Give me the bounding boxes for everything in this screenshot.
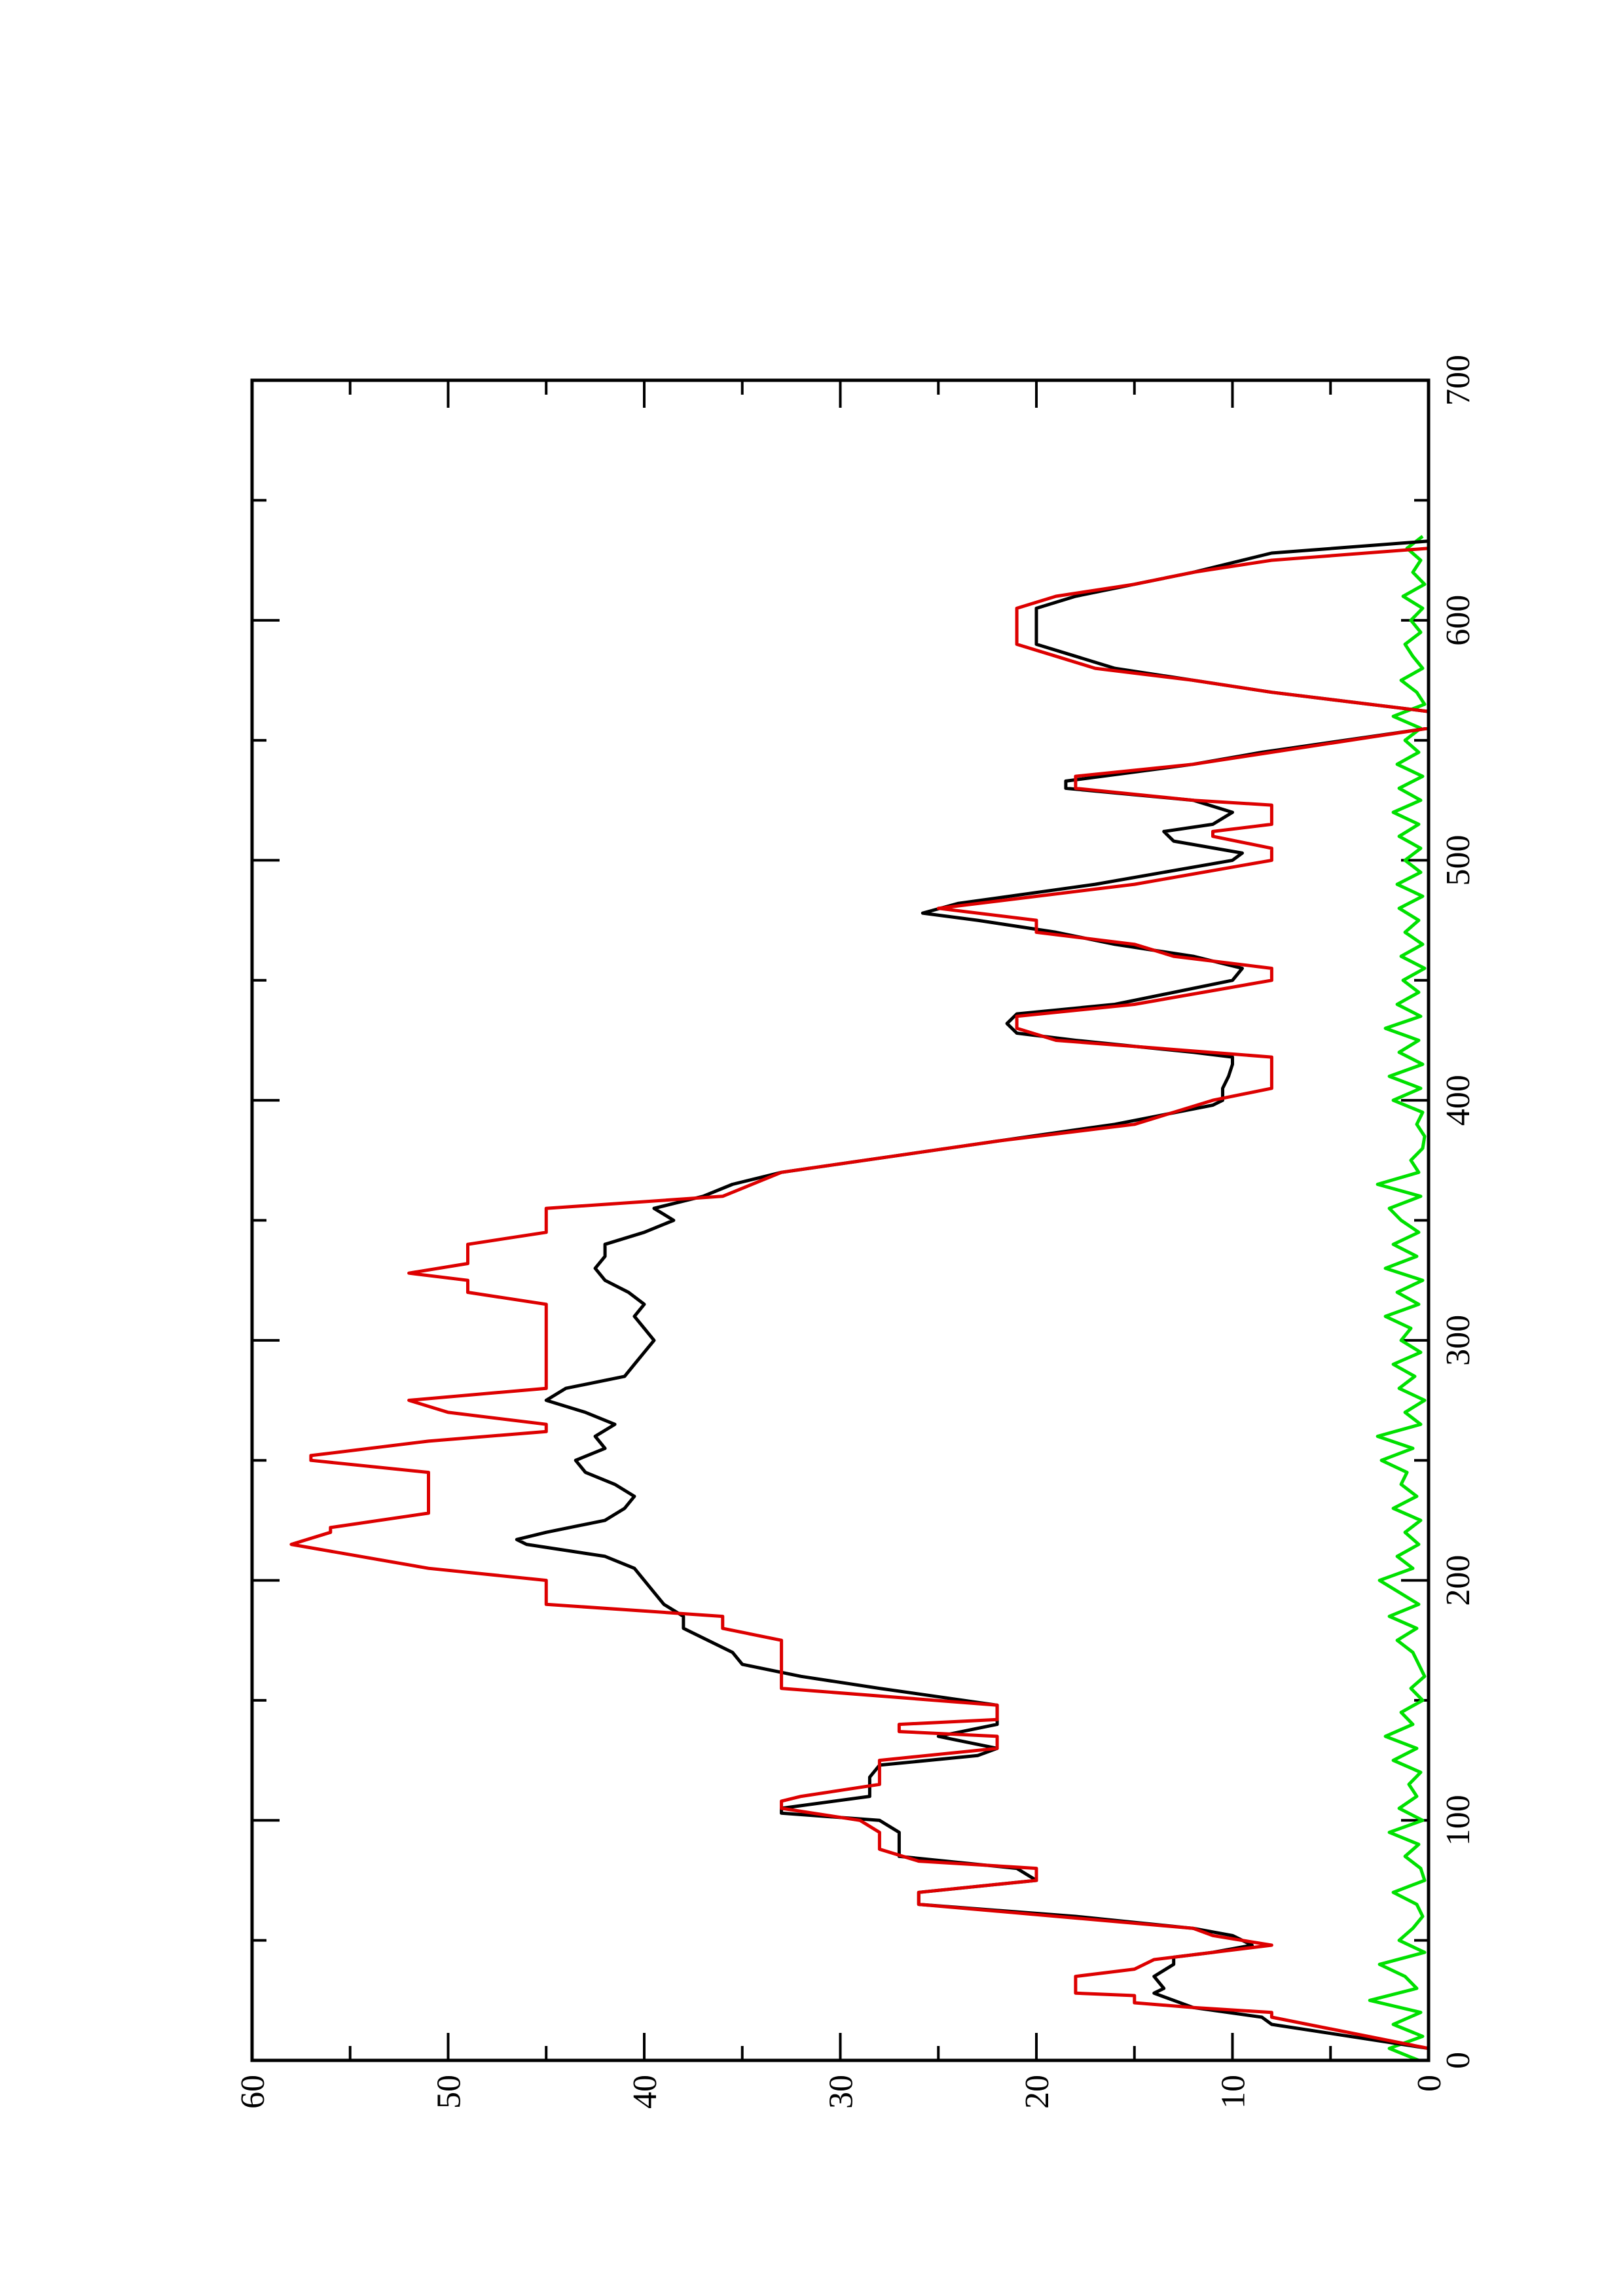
x-tick-label: 400: [1440, 1075, 1477, 1126]
x-tick-label: 500: [1440, 834, 1477, 886]
series-line: [1368, 535, 1427, 2062]
y-tick-label: 20: [1019, 2075, 1056, 2109]
x-tick-label: 200: [1440, 1555, 1477, 1606]
y-tick-label: 50: [431, 2075, 468, 2109]
x-tick-label: 700: [1440, 355, 1477, 406]
plot-area: 0 100 200 300 400 500 600 700 0 10 20 30 40 50 60: [234, 355, 1477, 2109]
y-tick-label: 30: [823, 2075, 860, 2109]
plot-frame: [250, 378, 1431, 2062]
y-tick-label: 40: [627, 2075, 664, 2109]
y-tick-label: 60: [234, 2075, 272, 2109]
x-tick-label: 100: [1440, 1795, 1477, 1846]
x-tick-label: 600: [1440, 595, 1477, 646]
series-line: [289, 547, 1431, 2051]
x-tick-label: 300: [1440, 1315, 1477, 1366]
y-tick-label: 0: [1411, 2075, 1448, 2092]
y-tick-label: 10: [1215, 2075, 1252, 2109]
series-line: [515, 539, 1431, 2051]
x-tick-label: 0: [1440, 2052, 1477, 2069]
